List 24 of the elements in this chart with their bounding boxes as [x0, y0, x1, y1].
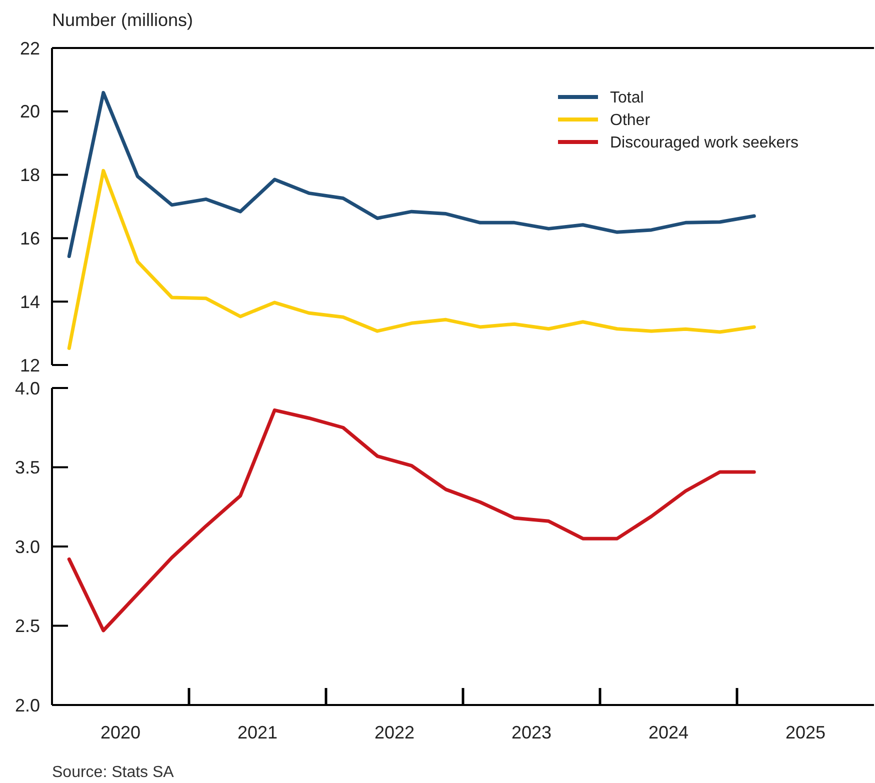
y-tick-label: 2.0	[14, 695, 40, 716]
y-tick-label: 12	[20, 355, 40, 376]
y-tick-label: 22	[20, 38, 40, 58]
x-tick-label: 2020	[100, 722, 141, 742]
y-tick-label: 20	[20, 102, 40, 122]
legend-label: Total	[610, 90, 644, 107]
y-tick-label: 2.5	[14, 616, 40, 636]
x-tick-label: 2021	[237, 722, 278, 742]
line-series	[67, 408, 756, 632]
y-tick-label: 3.0	[14, 536, 40, 557]
y-tick-label: 3.5	[14, 458, 40, 478]
legend-label: Other	[610, 112, 651, 130]
source-note: Source: Stats SA	[52, 764, 174, 781]
legend-label: Discouraged work seekers	[610, 134, 799, 152]
y-tick-label: 16	[20, 228, 40, 248]
y-tick-label: 18	[20, 165, 40, 186]
x-tick-label: 2025	[785, 722, 826, 742]
x-tick-label: 2023	[511, 722, 552, 742]
y-tick-label: 4.0	[14, 378, 40, 398]
line-series	[67, 168, 756, 350]
x-tick-label: 2024	[648, 722, 689, 742]
y-tick-label: 14	[20, 292, 40, 312]
y-axis-title: Number (millions)	[52, 10, 194, 30]
x-tick-label: 2022	[374, 722, 415, 742]
